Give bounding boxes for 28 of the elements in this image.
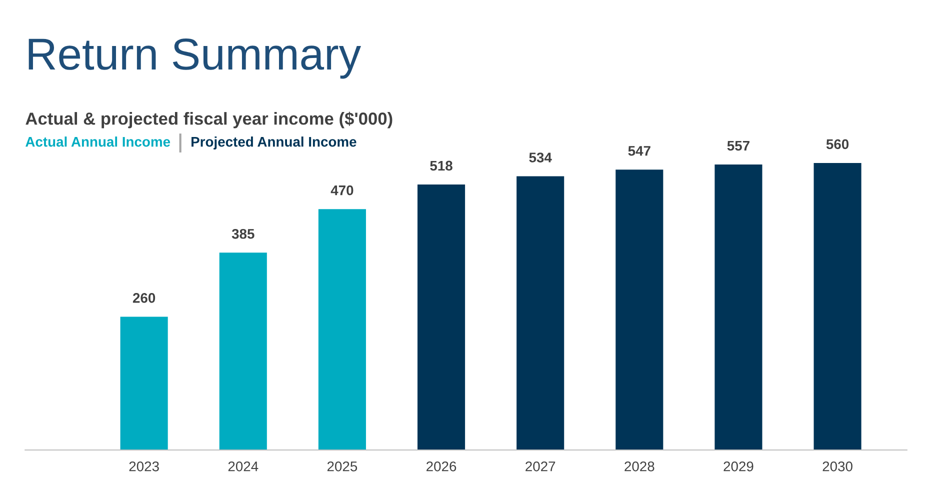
bar (814, 162, 862, 450)
data-label: 534 (529, 152, 552, 162)
x-tick-label: 2029 (724, 461, 754, 472)
data-label: 560 (826, 139, 849, 150)
chart-title: Return Summary (28, 38, 361, 79)
data-label: 470 (330, 185, 354, 196)
bar (516, 176, 564, 450)
data-label: 385 (232, 228, 254, 239)
bar (417, 184, 466, 450)
bar (616, 170, 664, 450)
data-label: 547 (628, 146, 650, 156)
data-label: 557 (727, 140, 750, 151)
text: Actual Annual Income (26, 136, 170, 147)
x-tick-label: 2026 (426, 461, 456, 472)
x-tick-label: 2023 (129, 461, 159, 472)
chart-subtitle: Actual & projected fiscal year income ($'000) (26, 112, 392, 128)
x-tick-label: 2028 (624, 461, 654, 472)
text: Projected Annual Income (192, 136, 356, 150)
bar (120, 316, 168, 450)
x-tick-label: 2027 (526, 461, 556, 472)
x-tick-label: 2024 (228, 461, 258, 472)
data-label: 260 (132, 293, 156, 303)
x-tick-label: 2030 (822, 461, 852, 472)
bar (219, 252, 267, 450)
bar (318, 209, 366, 450)
bar (714, 164, 762, 450)
data-label: 518 (430, 160, 452, 171)
x-tick-label: 2025 (327, 461, 358, 472)
